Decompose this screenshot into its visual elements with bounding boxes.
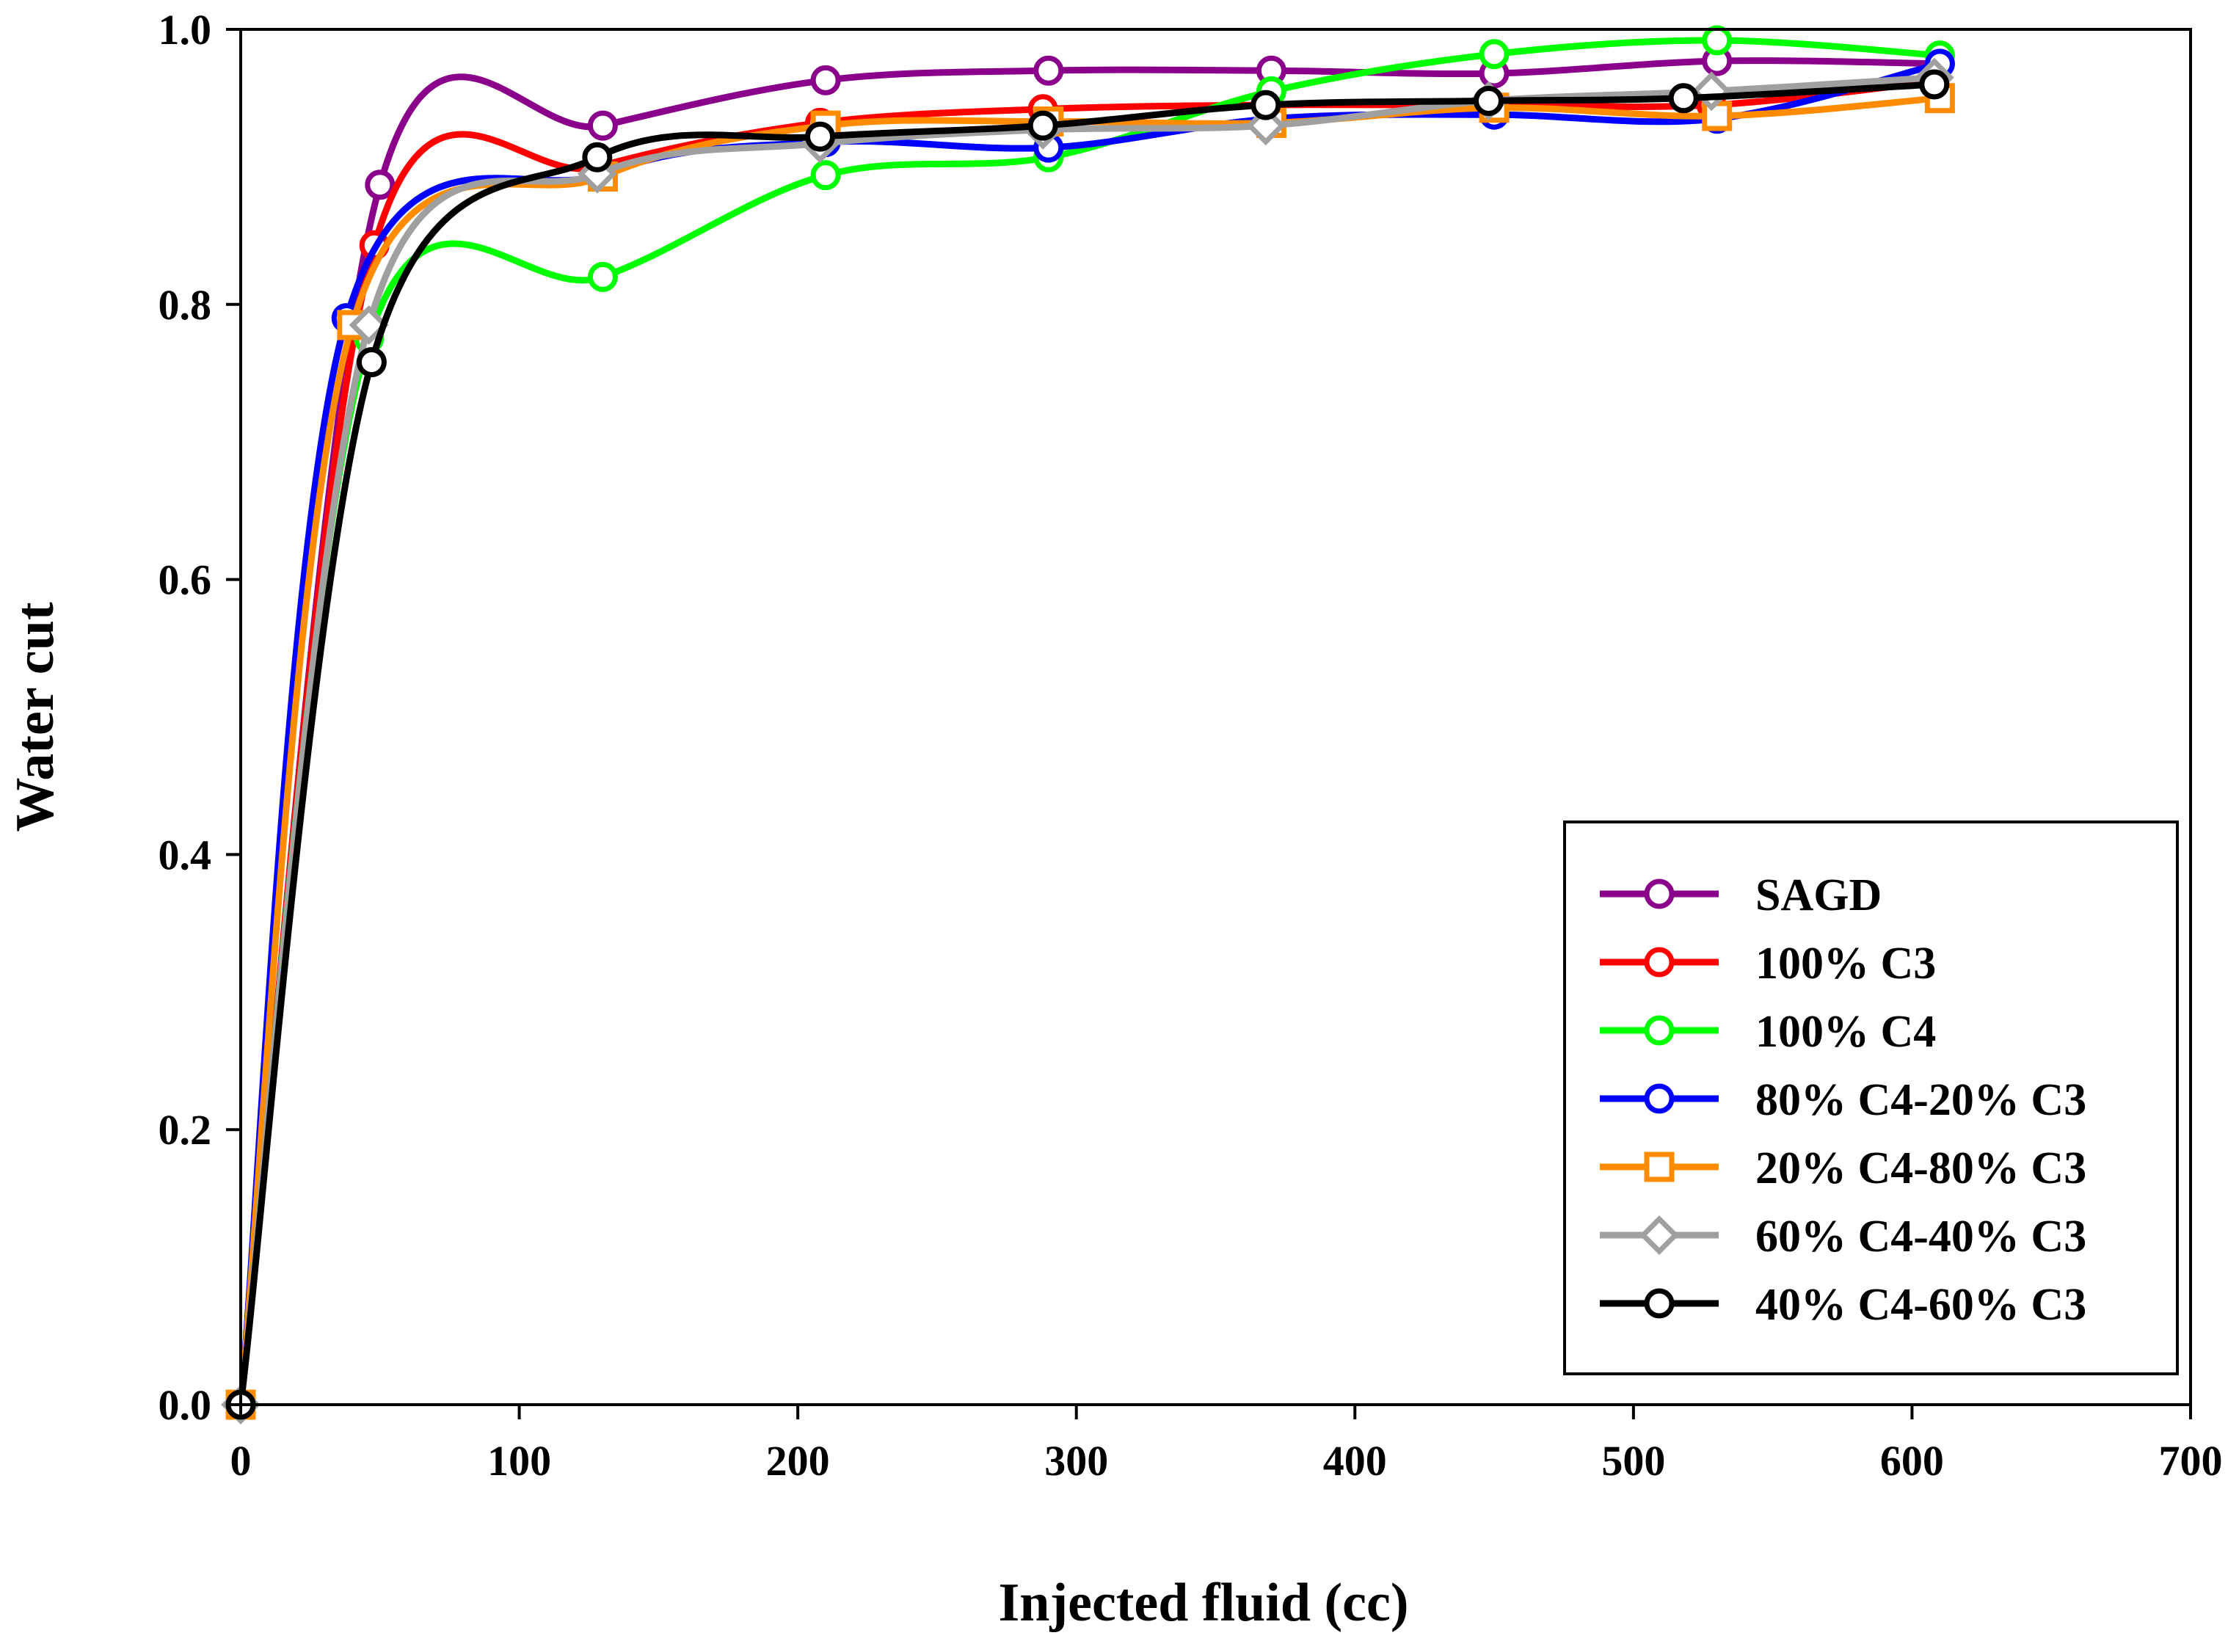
data-point-40-c4-60-c3: [582, 142, 613, 172]
legend-marker: [1639, 1215, 1679, 1255]
legend-entry-40-c4-60-c3: 40% C4-60% C3: [1600, 1280, 2086, 1330]
data-point-60-c4-40-c3: [349, 305, 389, 345]
legend-label: SAGD: [1755, 870, 1882, 920]
data-point-40-c4-60-c3: [805, 121, 836, 152]
legend-label: 80% C4-20% C3: [1755, 1075, 2086, 1125]
x-tick-label: 500: [1601, 1437, 1665, 1485]
data-point-100-c4: [1702, 25, 1733, 56]
data-point-40-c4-60-c3: [1027, 110, 1058, 141]
data-point-sagd: [1033, 55, 1064, 86]
y-tick-label: 0.0: [159, 1381, 212, 1429]
legend-entry-80-c4-20-c3: 80% C4-20% C3: [1600, 1075, 2086, 1125]
axes-layer: 0 100 200 300 400 500 600 700 0.0 0.2 0.4 0.6 0.8 1.0: [159, 6, 2223, 1485]
series-line-20-c4-80-c3: [237, 95, 1943, 1408]
series-line-60-c4-40-c3: [237, 74, 1938, 1408]
legend-label: 100% C3: [1755, 939, 1936, 989]
data-point-100-c4: [810, 160, 841, 191]
data-point-20-c4-80-c3: [1702, 101, 1733, 131]
data-point-100-c4: [587, 261, 618, 292]
x-tick-label: 600: [1880, 1437, 1944, 1485]
y-axis-title: Water cut: [5, 602, 65, 832]
data-point-sagd: [365, 170, 396, 200]
legend-marker: [1644, 1288, 1675, 1319]
x-tick-label: 100: [487, 1437, 551, 1485]
plot-frame: [239, 28, 2192, 1406]
legend-label: 40% C4-60% C3: [1755, 1280, 2086, 1330]
legend: SAGD 100% C3 100% C4 80% C4-20% C3 20% C4-80…: [1563, 820, 2179, 1375]
legend-entry-60-c4-40-c3: 60% C4-40% C3: [1600, 1212, 2086, 1262]
y-tick-label: 0.2: [159, 1106, 212, 1154]
legend-marker: [1644, 1083, 1675, 1114]
series-line-40-c4-60-c3: [237, 81, 1938, 1408]
series-line-80-c4-20-c3: [237, 60, 1943, 1408]
legend-entry-100-c3: 100% C3: [1600, 939, 1936, 989]
x-tick-label: 0: [230, 1437, 252, 1485]
data-point-40-c4-60-c3: [1919, 69, 1950, 100]
y-tick-label: 0.6: [159, 556, 212, 604]
data-point-sagd: [810, 65, 841, 95]
legend-marker: [1644, 878, 1675, 909]
legend-marker: [1644, 1151, 1675, 1182]
legend-marker: [1644, 947, 1675, 978]
series-line-100-c3: [237, 78, 1938, 1408]
legend-label: 20% C4-80% C3: [1755, 1143, 2086, 1193]
data-point-100-c4: [1479, 39, 1510, 70]
x-tick-label: 300: [1044, 1437, 1108, 1485]
data-point-40-c4-60-c3: [356, 347, 387, 378]
x-tick-label: 400: [1323, 1437, 1387, 1485]
x-axis-title: Injected fluid (cc): [999, 1573, 1409, 1633]
legend-entry-sagd: SAGD: [1600, 870, 1882, 920]
y-tick-label: 1.0: [159, 6, 212, 54]
data-point-40-c4-60-c3: [1473, 85, 1504, 116]
data-point-40-c4-60-c3: [1668, 83, 1699, 114]
x-tick-label: 200: [766, 1437, 830, 1485]
data-point-sagd: [587, 110, 618, 141]
legend-marker: [1644, 1015, 1675, 1046]
legend-label: 100% C4: [1755, 1007, 1936, 1057]
series-layer: [221, 25, 1955, 1424]
legend-label: 60% C4-40% C3: [1755, 1212, 2086, 1262]
series-40-c4-60-c3: [225, 69, 1950, 1420]
legend-entry-100-c4: 100% C4: [1600, 1007, 1936, 1057]
x-tick-label: 700: [2159, 1437, 2223, 1485]
y-tick-label: 0.4: [159, 831, 212, 878]
legend-entry-20-c4-80-c3: 20% C4-80% C3: [1600, 1143, 2086, 1193]
data-point-40-c4-60-c3: [1250, 90, 1281, 120]
y-tick-label: 0.8: [159, 281, 212, 329]
